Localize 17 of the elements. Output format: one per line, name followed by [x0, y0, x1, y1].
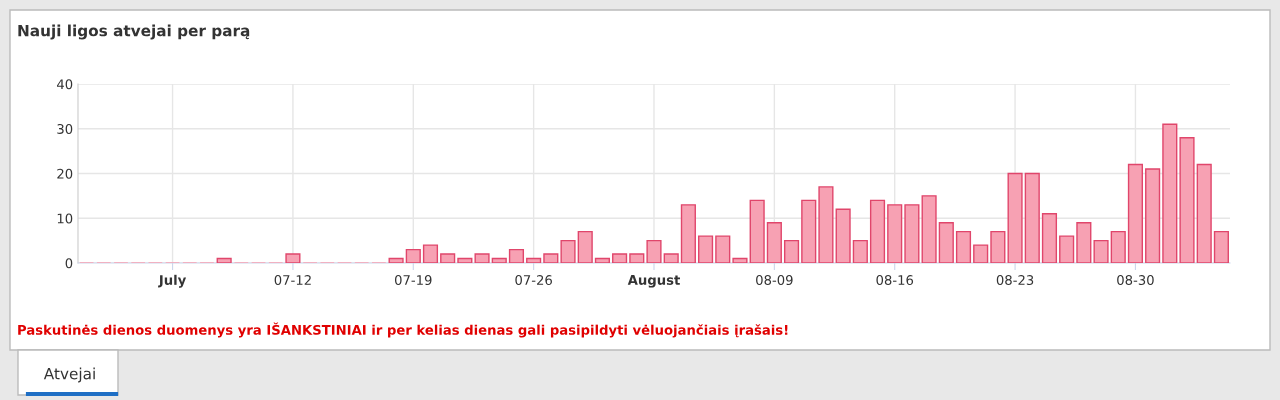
y-tick-label: 10	[57, 213, 73, 224]
x-tick-label: 08-23	[996, 275, 1034, 286]
x-tick-label: 08-30	[1117, 275, 1154, 286]
x-tick-label: 08-16	[876, 275, 914, 286]
x-tick-label: July	[158, 274, 187, 288]
y-tick-label: 40	[56, 79, 73, 90]
text: Paskutinės dienos duomenys yra IŠANKSTINIAI ir per kelias dienas gali pasipildyti vėluojančiais įrašais!	[18, 322, 788, 338]
y-tick-label: 20	[57, 168, 73, 179]
x-tick-label: 07-12	[274, 275, 311, 286]
x-tick-label: 07-26	[515, 275, 552, 286]
text: Atvejai	[43, 367, 95, 383]
x-tick-label: 07-19	[394, 275, 432, 286]
y-tick-label: 30	[57, 123, 73, 134]
y-tick-label: 0	[65, 258, 73, 269]
x-tick-label: 08-09	[756, 275, 793, 286]
x-tick-label: August	[627, 275, 680, 288]
chart-title: Nauji ligos atvejai per parą	[18, 24, 250, 40]
